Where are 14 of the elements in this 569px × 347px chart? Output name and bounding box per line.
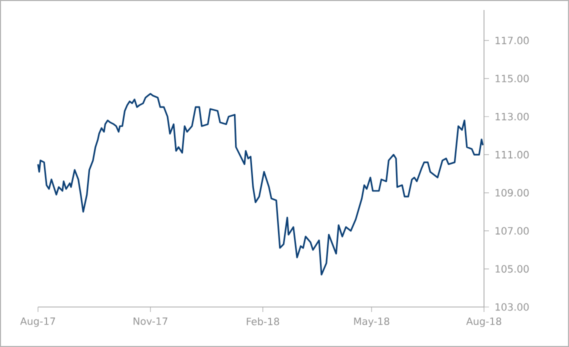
x-tick-label: Aug-17 (20, 318, 56, 327)
y-tick-label: 105.00 (496, 265, 529, 273)
y-tick-label: 113.00 (496, 112, 529, 120)
x-tick-label: Nov-17 (134, 318, 168, 325)
x-tick-label: Feb-18 (246, 318, 280, 326)
line-series (37, 92, 484, 276)
y-tick-label: 115.00 (496, 74, 529, 82)
y-tick-label: 109.00 (496, 188, 529, 197)
x-tick-label: Aug-18 (466, 318, 502, 327)
y-tick-label: 111.00 (496, 150, 529, 158)
y-tick-label: 107.00 (496, 227, 529, 235)
y-tick-label: 103.00 (496, 303, 529, 311)
x-tick-label: May-18 (354, 318, 390, 327)
y-tick-label: 117.00 (496, 36, 529, 44)
